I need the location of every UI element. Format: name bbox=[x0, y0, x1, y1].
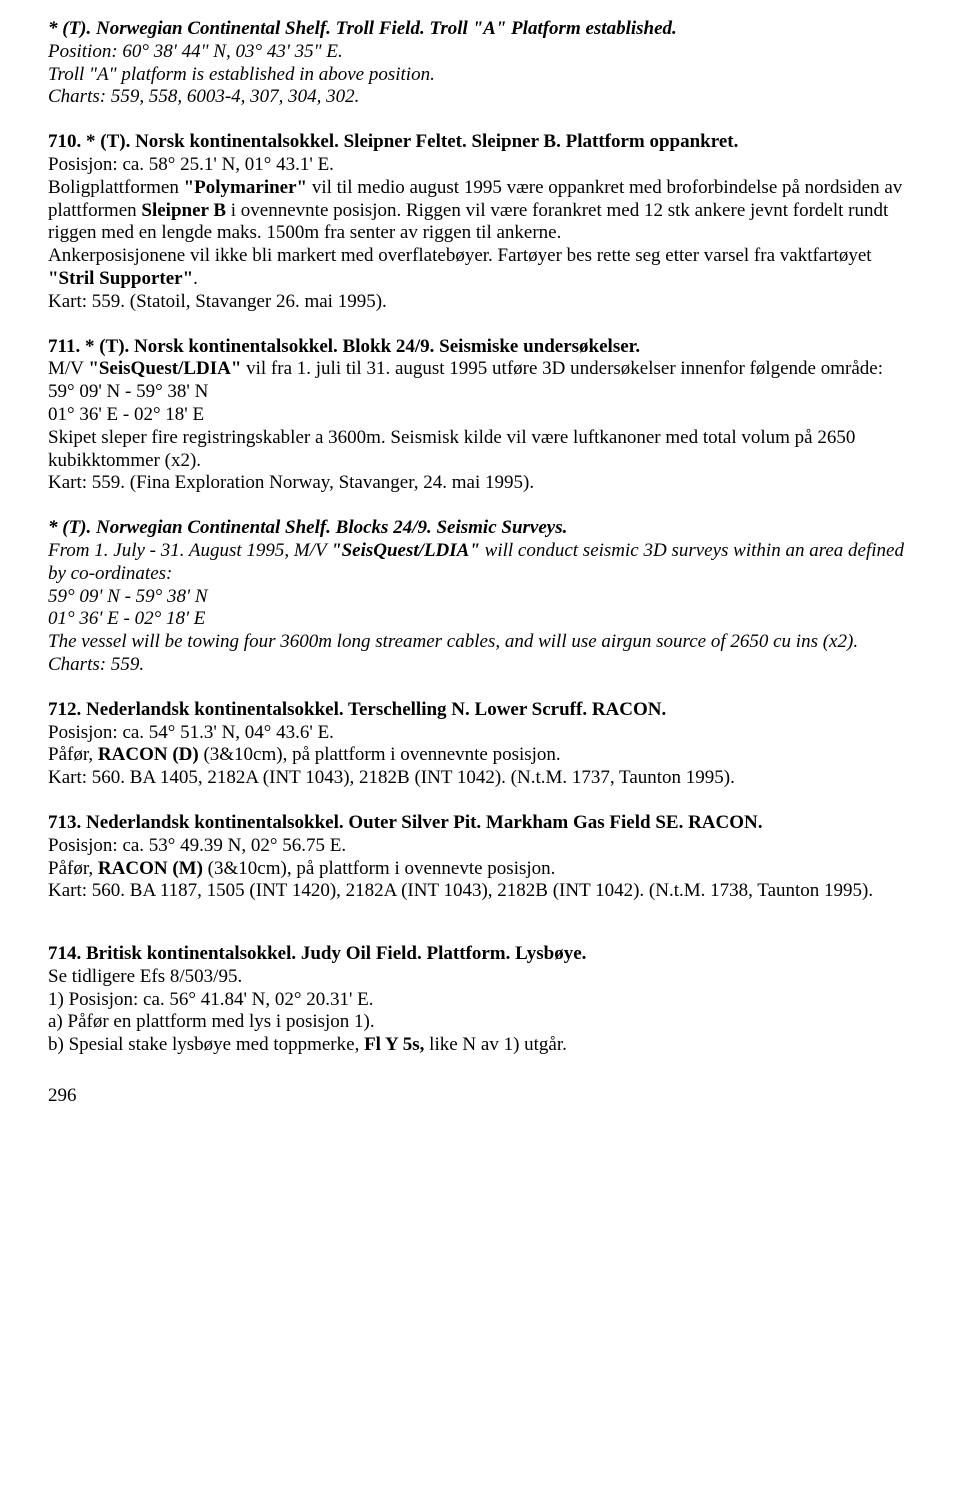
notice-line: Posisjon: ca. 53° 49.39 N, 02° 56.75 E. bbox=[48, 835, 912, 858]
notice-line: Posisjon: ca. 54° 51.3' N, 04° 43.6' E. bbox=[48, 722, 912, 745]
notice-title: * (T). Norwegian Continental Shelf. Bloc… bbox=[48, 517, 912, 540]
notice-710: 710. * (T). Norsk kontinentalsokkel. Sle… bbox=[48, 131, 912, 313]
notice-712: 712. Nederlandsk kontinentalsokkel. Ters… bbox=[48, 699, 912, 790]
notice-chart: Kart: 559. (Statoil, Stavanger 26. mai 1… bbox=[48, 291, 912, 314]
notice-line: Charts: 559, 558, 6003-4, 307, 304, 302. bbox=[48, 86, 912, 109]
notice-line: Ankerposisjonene vil ikke bli markert me… bbox=[48, 245, 912, 291]
notice-711-en: * (T). Norwegian Continental Shelf. Bloc… bbox=[48, 517, 912, 677]
notice-chart: Kart: 559. (Fina Exploration Norway, Sta… bbox=[48, 472, 912, 495]
notice-713: 713. Nederlandsk kontinentalsokkel. Oute… bbox=[48, 812, 912, 903]
notice-coord: 59° 09' N - 59° 38' N bbox=[48, 381, 912, 404]
notice-coord: 01° 36' E - 02° 18' E bbox=[48, 608, 912, 631]
notice-title: 712. Nederlandsk kontinentalsokkel. Ters… bbox=[48, 699, 912, 722]
notice-line: Påfør, RACON (M) (3&10cm), på plattform … bbox=[48, 858, 912, 881]
notice-line: M/V "SeisQuest/LDIA" vil fra 1. juli til… bbox=[48, 358, 912, 381]
notice-line: From 1. July - 31. August 1995, M/V "Sei… bbox=[48, 540, 912, 586]
page-number: 296 bbox=[48, 1085, 912, 1108]
notice-chart: Kart: 560. BA 1405, 2182A (INT 1043), 21… bbox=[48, 767, 912, 790]
notice-line: Påfør, RACON (D) (3&10cm), på plattform … bbox=[48, 744, 912, 767]
notice-line: Posisjon: ca. 58° 25.1' N, 01° 43.1' E. bbox=[48, 154, 912, 177]
notice-line: Troll "A" platform is established in abo… bbox=[48, 64, 912, 87]
notice-line: The vessel will be towing four 3600m lon… bbox=[48, 631, 912, 654]
notice-line: a) Påfør en plattform med lys i posisjon… bbox=[48, 1011, 912, 1034]
notice-711: 711. * (T). Norsk kontinentalsokkel. Blo… bbox=[48, 336, 912, 496]
notice-line: b) Spesial stake lysbøye med toppmerke, … bbox=[48, 1034, 912, 1057]
notice-title: 714. Britisk kontinentalsokkel. Judy Oil… bbox=[48, 943, 912, 966]
notice-714: 714. Britisk kontinentalsokkel. Judy Oil… bbox=[48, 943, 912, 1057]
notice-coord: 01° 36' E - 02° 18' E bbox=[48, 404, 912, 427]
notice-title: 710. * (T). Norsk kontinentalsokkel. Sle… bbox=[48, 131, 912, 154]
notice-coord: 59° 09' N - 59° 38' N bbox=[48, 586, 912, 609]
notice-line: Se tidligere Efs 8/503/95. bbox=[48, 966, 912, 989]
notice-line: Skipet sleper fire registringskabler a 3… bbox=[48, 427, 912, 473]
notice-title: * (T). Norwegian Continental Shelf. Trol… bbox=[48, 18, 912, 41]
notice-en-1: * (T). Norwegian Continental Shelf. Trol… bbox=[48, 18, 912, 109]
notice-chart: Charts: 559. bbox=[48, 654, 912, 677]
notice-chart: Kart: 560. BA 1187, 1505 (INT 1420), 218… bbox=[48, 880, 912, 903]
notice-title: 713. Nederlandsk kontinentalsokkel. Oute… bbox=[48, 812, 912, 835]
notice-line: 1) Posisjon: ca. 56° 41.84' N, 02° 20.31… bbox=[48, 989, 912, 1012]
notice-title: 711. * (T). Norsk kontinentalsokkel. Blo… bbox=[48, 336, 912, 359]
notice-line: Position: 60° 38' 44" N, 03° 43' 35" E. bbox=[48, 41, 912, 64]
notice-line: Boligplattformen "Polymariner" vil til m… bbox=[48, 177, 912, 245]
